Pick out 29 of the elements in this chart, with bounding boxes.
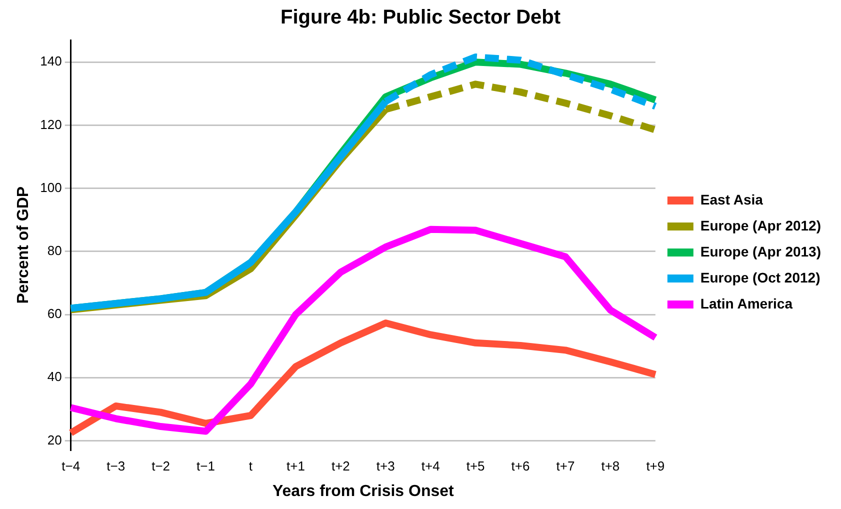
- y-tick-label: 140: [40, 54, 62, 69]
- y-tick-label: 60: [47, 306, 62, 322]
- x-tick-label: t+2: [331, 458, 350, 474]
- legend-label: Europe (Oct 2012): [700, 269, 820, 286]
- legend-label: Europe (Apr 2012): [700, 217, 822, 234]
- x-tick-label: t+4: [421, 458, 440, 474]
- x-tick-label: t+1: [286, 458, 305, 474]
- x-tick-label: t−3: [106, 458, 126, 474]
- x-axis-title: Years from Crisis Onset: [272, 482, 455, 500]
- x-tick-label: t+7: [556, 458, 575, 474]
- y-tick-label: 20: [47, 432, 62, 448]
- x-tick-label: t−4: [62, 458, 80, 474]
- chart-title: Figure 4b: Public Sector Debt: [280, 6, 561, 29]
- y-tick-label: 40: [47, 369, 62, 384]
- y-axis-title: Percent of GDP: [15, 186, 32, 304]
- x-tick-label: t−2: [152, 458, 170, 474]
- x-tick-label: t+3: [376, 458, 395, 474]
- x-tick-label: t−1: [196, 458, 215, 474]
- x-tick-label: t+8: [601, 458, 620, 474]
- x-tick-label: t: [248, 458, 253, 474]
- x-tick-label: t+6: [511, 458, 530, 474]
- y-tick-label: 80: [47, 242, 62, 258]
- x-tick-label: t+9: [646, 458, 665, 474]
- legend-label: Latin America: [700, 295, 793, 312]
- y-tick-label: 120: [40, 116, 62, 132]
- x-tick-label: t+5: [466, 458, 485, 474]
- y-tick-label: 100: [40, 180, 62, 195]
- legend-label: East Asia: [700, 191, 764, 208]
- legend-label: Europe (Apr 2013): [700, 243, 822, 260]
